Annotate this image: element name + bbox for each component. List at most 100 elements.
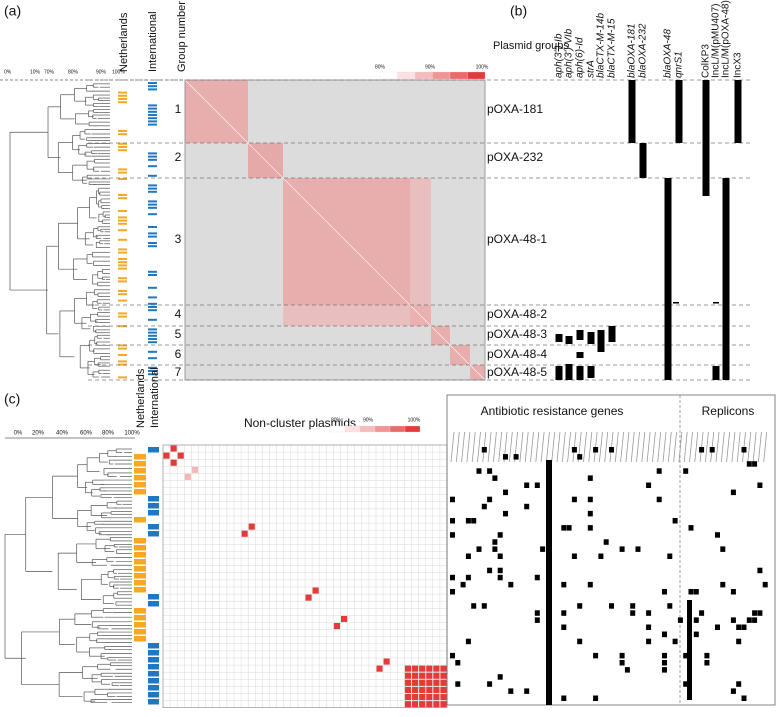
netherlands-mark [118,222,127,225]
group-number: 1 [175,102,182,116]
presence-cell [619,546,625,552]
presence-cell [672,638,678,645]
presence-cell [471,518,477,524]
international-mark [148,213,157,216]
plasmid-group: pOXA-232 [487,150,543,164]
presence-cell [460,581,466,588]
presence-cell [730,688,736,694]
international-mark [148,366,157,369]
presence-cell [534,617,540,623]
gene-tick [471,431,476,463]
presence-cell [704,652,710,659]
heatmap-cell [412,694,419,701]
heatmap-cell [412,686,419,693]
international-mark [148,650,159,656]
color-scale-label: 80% [375,64,386,70]
international-mark [148,531,159,537]
heatmap-cell [412,672,419,679]
international-mark [148,699,159,705]
netherlands-mark [118,261,127,264]
presence-bar [702,178,710,196]
international-mark [148,88,157,91]
presence-cell [571,553,577,559]
international-mark [148,601,159,607]
presence-cell [683,468,689,474]
color-scale-step [397,71,416,80]
gene-tick [694,431,699,463]
presence-cell [481,603,487,609]
heatmap-cell [433,686,440,693]
netherlands-mark [118,219,127,222]
presence-cell [635,546,641,552]
presence-cell [593,695,599,701]
presence-cell [688,589,694,595]
netherlands-mark [134,489,146,495]
group-number: 6 [175,347,182,361]
gene-tick [683,431,688,463]
heatmap-block [410,178,431,326]
gene-tick [551,431,556,463]
netherlands-mark [134,552,146,558]
axis-tick: 70% [44,69,55,75]
international-mark [148,594,159,600]
heatmap-cell [163,452,170,459]
presence-bar [702,80,710,178]
presence-bar [597,330,605,352]
presence-cell [646,624,652,630]
netherlands-mark [118,315,127,318]
presence-bar [712,366,720,380]
netherlands-mark [118,94,127,97]
netherlands-mark [134,482,146,488]
netherlands-mark [118,325,127,328]
presence-cell [619,660,625,666]
presence-cell [450,574,455,581]
panel-label: (a) [4,3,21,19]
gene-tick [614,431,619,463]
heatmap-cell [191,466,198,473]
presence-cell [624,667,630,673]
netherlands-mark [134,517,146,523]
international-mark [148,692,159,698]
presence-cell [720,581,726,588]
presence-bar [555,366,563,380]
netherlands-mark [118,98,127,100]
netherlands-mark [118,142,127,145]
presence-cell [534,574,540,581]
heatmap-cell [412,679,419,686]
axis-tick: 80% [102,431,115,437]
presence-cell [630,610,636,616]
presence-cell [662,660,667,666]
international-mark [148,155,157,158]
presence-cell [715,624,720,630]
international-mark [148,503,159,509]
presence-cell [746,617,752,623]
international-mark [148,104,157,107]
international-mark [148,671,159,677]
heatmap-cell [376,665,383,672]
heatmap-cell [440,694,447,701]
color-scale-step [344,425,361,433]
presence-cell [693,589,699,595]
presence-cell [465,518,471,524]
netherlands-mark [118,178,127,180]
presence-bar [722,178,730,380]
color-scale-label: 80% [331,417,342,423]
heatmap-cell [412,665,419,672]
presence-cell [746,461,752,467]
international-mark [148,328,157,331]
heatmap-cell [312,587,319,594]
presence-cell [561,624,567,630]
presence-cell [720,546,726,552]
presence-bar [713,302,719,304]
gene-tick [556,431,561,463]
netherlands-mark [134,608,146,614]
axis-tick: 100% [124,431,140,437]
international-mark [148,85,157,88]
gene-tick [736,431,741,463]
presence-cell [465,574,471,581]
presence-cell [471,603,477,609]
color-scale-step [414,71,433,80]
international-mark [148,447,159,453]
gene-tick [599,431,603,463]
netherlands-mark [134,629,146,635]
